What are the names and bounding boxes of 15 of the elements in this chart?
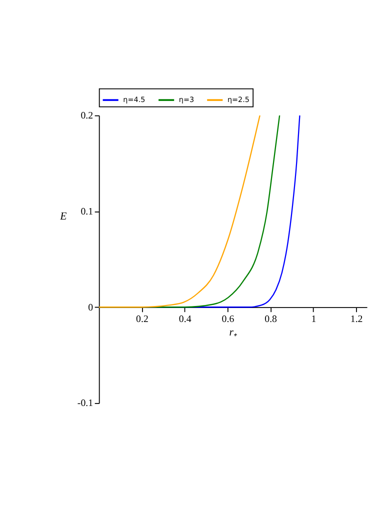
legend-label: η=2.5 bbox=[227, 94, 250, 104]
x-tick-label: 1 bbox=[311, 314, 316, 325]
x-axis-title: r₊ bbox=[229, 326, 238, 338]
y-axis-title: E bbox=[59, 210, 68, 223]
x-tick-label: 0.8 bbox=[264, 314, 278, 325]
x-tick-label: 0.4 bbox=[178, 314, 192, 325]
x-tick-label: 0.2 bbox=[136, 314, 148, 325]
y-tick-label: 0.1 bbox=[80, 206, 94, 218]
x-tick-label: 1.2 bbox=[350, 314, 363, 325]
y-tick-label: -0.1 bbox=[77, 398, 94, 410]
legend-label: η=4.5 bbox=[123, 94, 146, 104]
y-tick-label: 0 bbox=[88, 302, 94, 314]
legend-label: η=3 bbox=[178, 94, 194, 104]
x-tick-label: 0.6 bbox=[222, 314, 234, 325]
y-tick-label: 0.2 bbox=[80, 110, 94, 122]
